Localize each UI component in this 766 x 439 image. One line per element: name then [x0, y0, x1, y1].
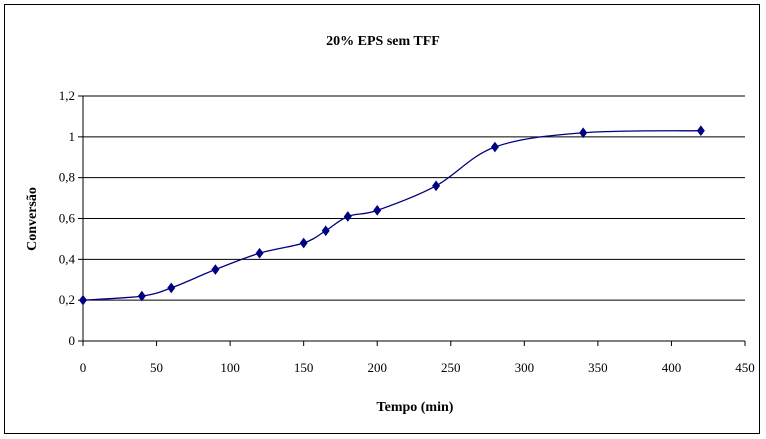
data-point-marker: [696, 125, 705, 137]
data-point-marker: [343, 211, 352, 222]
series-layer: [79, 125, 705, 306]
data-point-marker: [321, 225, 330, 237]
y-tick-label: 0,2: [59, 292, 75, 307]
data-point-marker: [299, 237, 308, 249]
x-tick-label: 450: [735, 360, 755, 375]
data-point-marker: [490, 141, 499, 153]
x-tick-label: 200: [367, 360, 387, 375]
tick-labels: 0 0,2 0,4 0,6 0,8 1 1,2 0 50 100 150 200 250 300 350 40…: [59, 88, 755, 375]
data-point-marker: [373, 204, 382, 216]
y-tick-label: 0,8: [59, 170, 75, 185]
x-tick-label: 150: [294, 360, 314, 375]
series-line: [82, 130, 701, 301]
x-tick-label: 100: [220, 360, 240, 375]
gridlines: [83, 95, 745, 301]
x-tick-label: 0: [80, 360, 87, 375]
y-tick-label: 0,6: [59, 211, 76, 226]
data-point-marker: [137, 290, 146, 302]
x-tick-label: 250: [441, 360, 461, 375]
y-tick-label: 0,4: [59, 251, 76, 266]
data-point-marker: [167, 282, 176, 294]
data-point-marker: [211, 264, 220, 275]
x-tick-label: 400: [662, 360, 682, 375]
chart-title: 20% EPS sem TFF: [326, 34, 440, 49]
x-tick-label: 300: [515, 360, 535, 375]
data-point-marker: [255, 247, 264, 259]
data-point-marker: [79, 294, 87, 306]
y-tick-label: 1: [69, 129, 76, 144]
x-tick-label: 350: [588, 360, 608, 375]
y-tick-label: 0: [69, 333, 76, 348]
data-point-marker: [579, 127, 588, 139]
y-tick-label: 1,2: [59, 88, 75, 103]
x-tick-label: 50: [150, 360, 163, 375]
x-axis-title: Tempo (min): [376, 400, 454, 415]
axes: [78, 95, 746, 346]
data-point-marker: [432, 180, 441, 192]
